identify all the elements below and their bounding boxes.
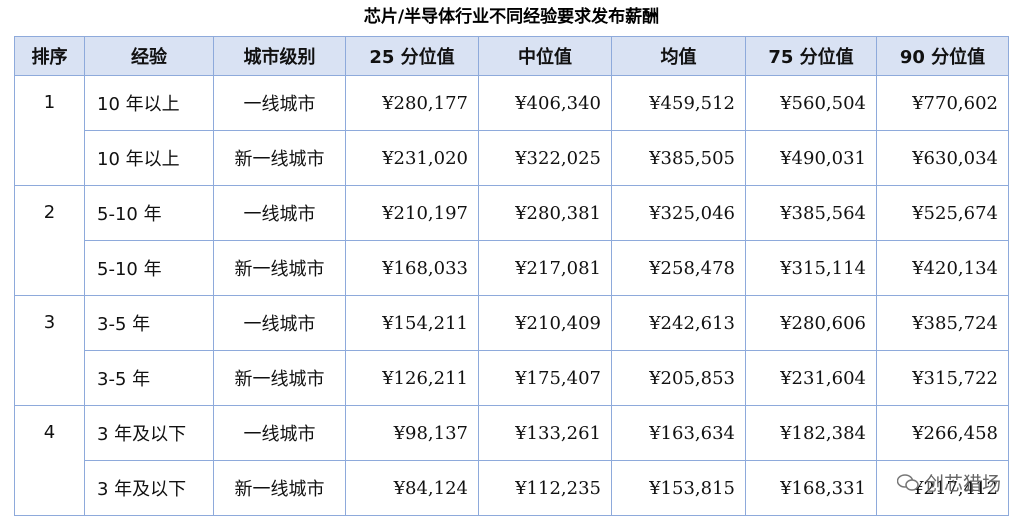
salary-cell: ¥112,235 [478, 460, 612, 516]
salary-cell: ¥420,134 [876, 240, 1009, 296]
wechat-icon [896, 473, 919, 491]
table-title: 芯片/半导体行业不同经验要求发布薪酬 [363, 7, 660, 27]
salary-cell: ¥280,606 [745, 295, 877, 351]
table-row: 2 5-10 年一线城市 ¥210,197 ¥280,381 ¥325,046 ¥385,… [14, 185, 1009, 296]
salary-cell: ¥385,564 [745, 185, 877, 241]
salary-cell: ¥315,722 [876, 350, 1009, 406]
table-row: 3 年及以下 新一线城市 ¥84,124 ¥112,235 ¥153,815 ¥168,3… [15, 460, 1009, 516]
rank-cell: 3 [14, 295, 85, 406]
table-row: 10 年以上 新一线城市 ¥231,020 ¥322,025 ¥385,505 ¥490,… [15, 130, 1009, 186]
city-cell: 一线城市 [213, 75, 346, 131]
rank-cell: 1 [14, 75, 85, 186]
salary-cell: ¥98,137 [345, 405, 479, 461]
city-cell: 新一线城市 [213, 130, 346, 186]
salary-cell: ¥217,412 [876, 460, 1009, 516]
salary-cell: ¥560,504 [745, 75, 877, 131]
experience-cell: 10 年以上 [84, 75, 214, 131]
experience-cell: 3-5 年 [84, 295, 214, 351]
city-cell: 一线城市 [213, 405, 346, 461]
rank-cell: 4 [14, 405, 85, 516]
salary-cell: ¥182,384 [745, 405, 877, 461]
header-row: 排序 经验 城市级别 25 分位值 中位值 均值 75 分位值 90 分位值 [14, 36, 1009, 76]
experience-cell: 5-10 年 [84, 240, 214, 296]
salary-cell: ¥280,177 [345, 75, 479, 131]
column-header: 经验 [84, 36, 214, 76]
salary-cell: ¥154,211 [345, 295, 479, 351]
city-cell: 新一线城市 [213, 460, 346, 516]
salary-table: 排序 经验 城市级别 25 分位值 中位值 均值 75 分位值 90 分位值 1 10 年以上一… [14, 36, 1009, 516]
experience-cell: 3 年及以下 [84, 405, 214, 461]
table-row: 1 10 年以上 一线城市 ¥280,177 ¥406,340 ¥459,512 ¥560,… [14, 75, 1009, 186]
experience-cell: 5-10 年 [84, 185, 214, 241]
column-header: 均值 [611, 36, 746, 76]
experience-cell: 3-5 年 [84, 350, 214, 406]
salary-cell: ¥242,613 [611, 295, 746, 351]
city-cell: 新一线城市 [213, 240, 346, 296]
salary-cell: ¥280,381 [478, 185, 612, 241]
experience-cell: 10 年以上 [84, 130, 214, 186]
table-row: 3-5 年新一线城市 ¥126,211 ¥175,407 ¥205,853 ¥231,6… [15, 350, 1009, 406]
city-cell: 一线城市 [213, 185, 346, 241]
salary-cell: ¥205,853 [611, 350, 746, 406]
salary-cell: ¥217,081 [478, 240, 612, 296]
salary-cell: ¥175,407 [478, 350, 612, 406]
rank-cell: 2 [14, 185, 85, 296]
experience-cell: 3 年及以下 [84, 460, 214, 516]
column-header: 城市级别 [213, 36, 346, 76]
salary-cell: ¥630,034 [876, 130, 1009, 186]
city-cell: 新一线城市 [213, 350, 346, 406]
salary-cell: ¥490,031 [745, 130, 877, 186]
salary-cell: ¥385,505 [611, 130, 746, 186]
salary-cell: ¥322,025 [478, 130, 612, 186]
column-header: 75 分位值 [745, 36, 877, 76]
salary-cell: ¥459,512 [611, 75, 746, 131]
table-row: 5-10 年新一线城市 ¥168,033 ¥217,081 ¥258,478 ¥315,… [15, 240, 1009, 296]
salary-cell: ¥163,634 [611, 405, 746, 461]
salary-cell: ¥315,114 [745, 240, 877, 296]
watermark-text: 创芯猎场 [924, 473, 1001, 495]
salary-cell: ¥84,124 [345, 460, 479, 516]
salary-cell: ¥133,261 [478, 405, 612, 461]
salary-cell: ¥406,340 [478, 75, 612, 131]
column-header: 中位值 [478, 36, 612, 76]
salary-cell: ¥126,211 [345, 350, 479, 406]
column-header: 排序 [14, 36, 85, 76]
salary-cell: ¥385,724 [876, 295, 1009, 351]
salary-cell: ¥231,604 [745, 350, 877, 406]
salary-cell: ¥770,602 [876, 75, 1009, 131]
salary-cell: ¥210,197 [345, 185, 479, 241]
salary-cell: ¥168,033 [345, 240, 479, 296]
table-row: 3 3-5 年一线城市 ¥154,211 ¥210,409 ¥242,613 ¥280,6… [14, 295, 1009, 406]
salary-cell: ¥231,020 [345, 130, 479, 186]
salary-cell: ¥525,674 [876, 185, 1009, 241]
column-header: 90 分位值 [876, 36, 1009, 76]
column-header: 25 分位值 [345, 36, 479, 76]
table-body: 1 10 年以上 一线城市 ¥280,177 ¥406,340 ¥459,512 ¥560,… [14, 75, 1009, 516]
city-cell: 一线城市 [213, 295, 346, 351]
salary-cell: ¥325,046 [611, 185, 746, 241]
salary-cell: ¥210,409 [478, 295, 612, 351]
salary-cell: ¥168,331 [745, 460, 877, 516]
watermark: 创芯猎场 [896, 469, 1001, 496]
salary-cell: ¥266,458 [876, 405, 1009, 461]
salary-cell: ¥258,478 [611, 240, 746, 296]
salary-cell: ¥153,815 [611, 460, 746, 516]
